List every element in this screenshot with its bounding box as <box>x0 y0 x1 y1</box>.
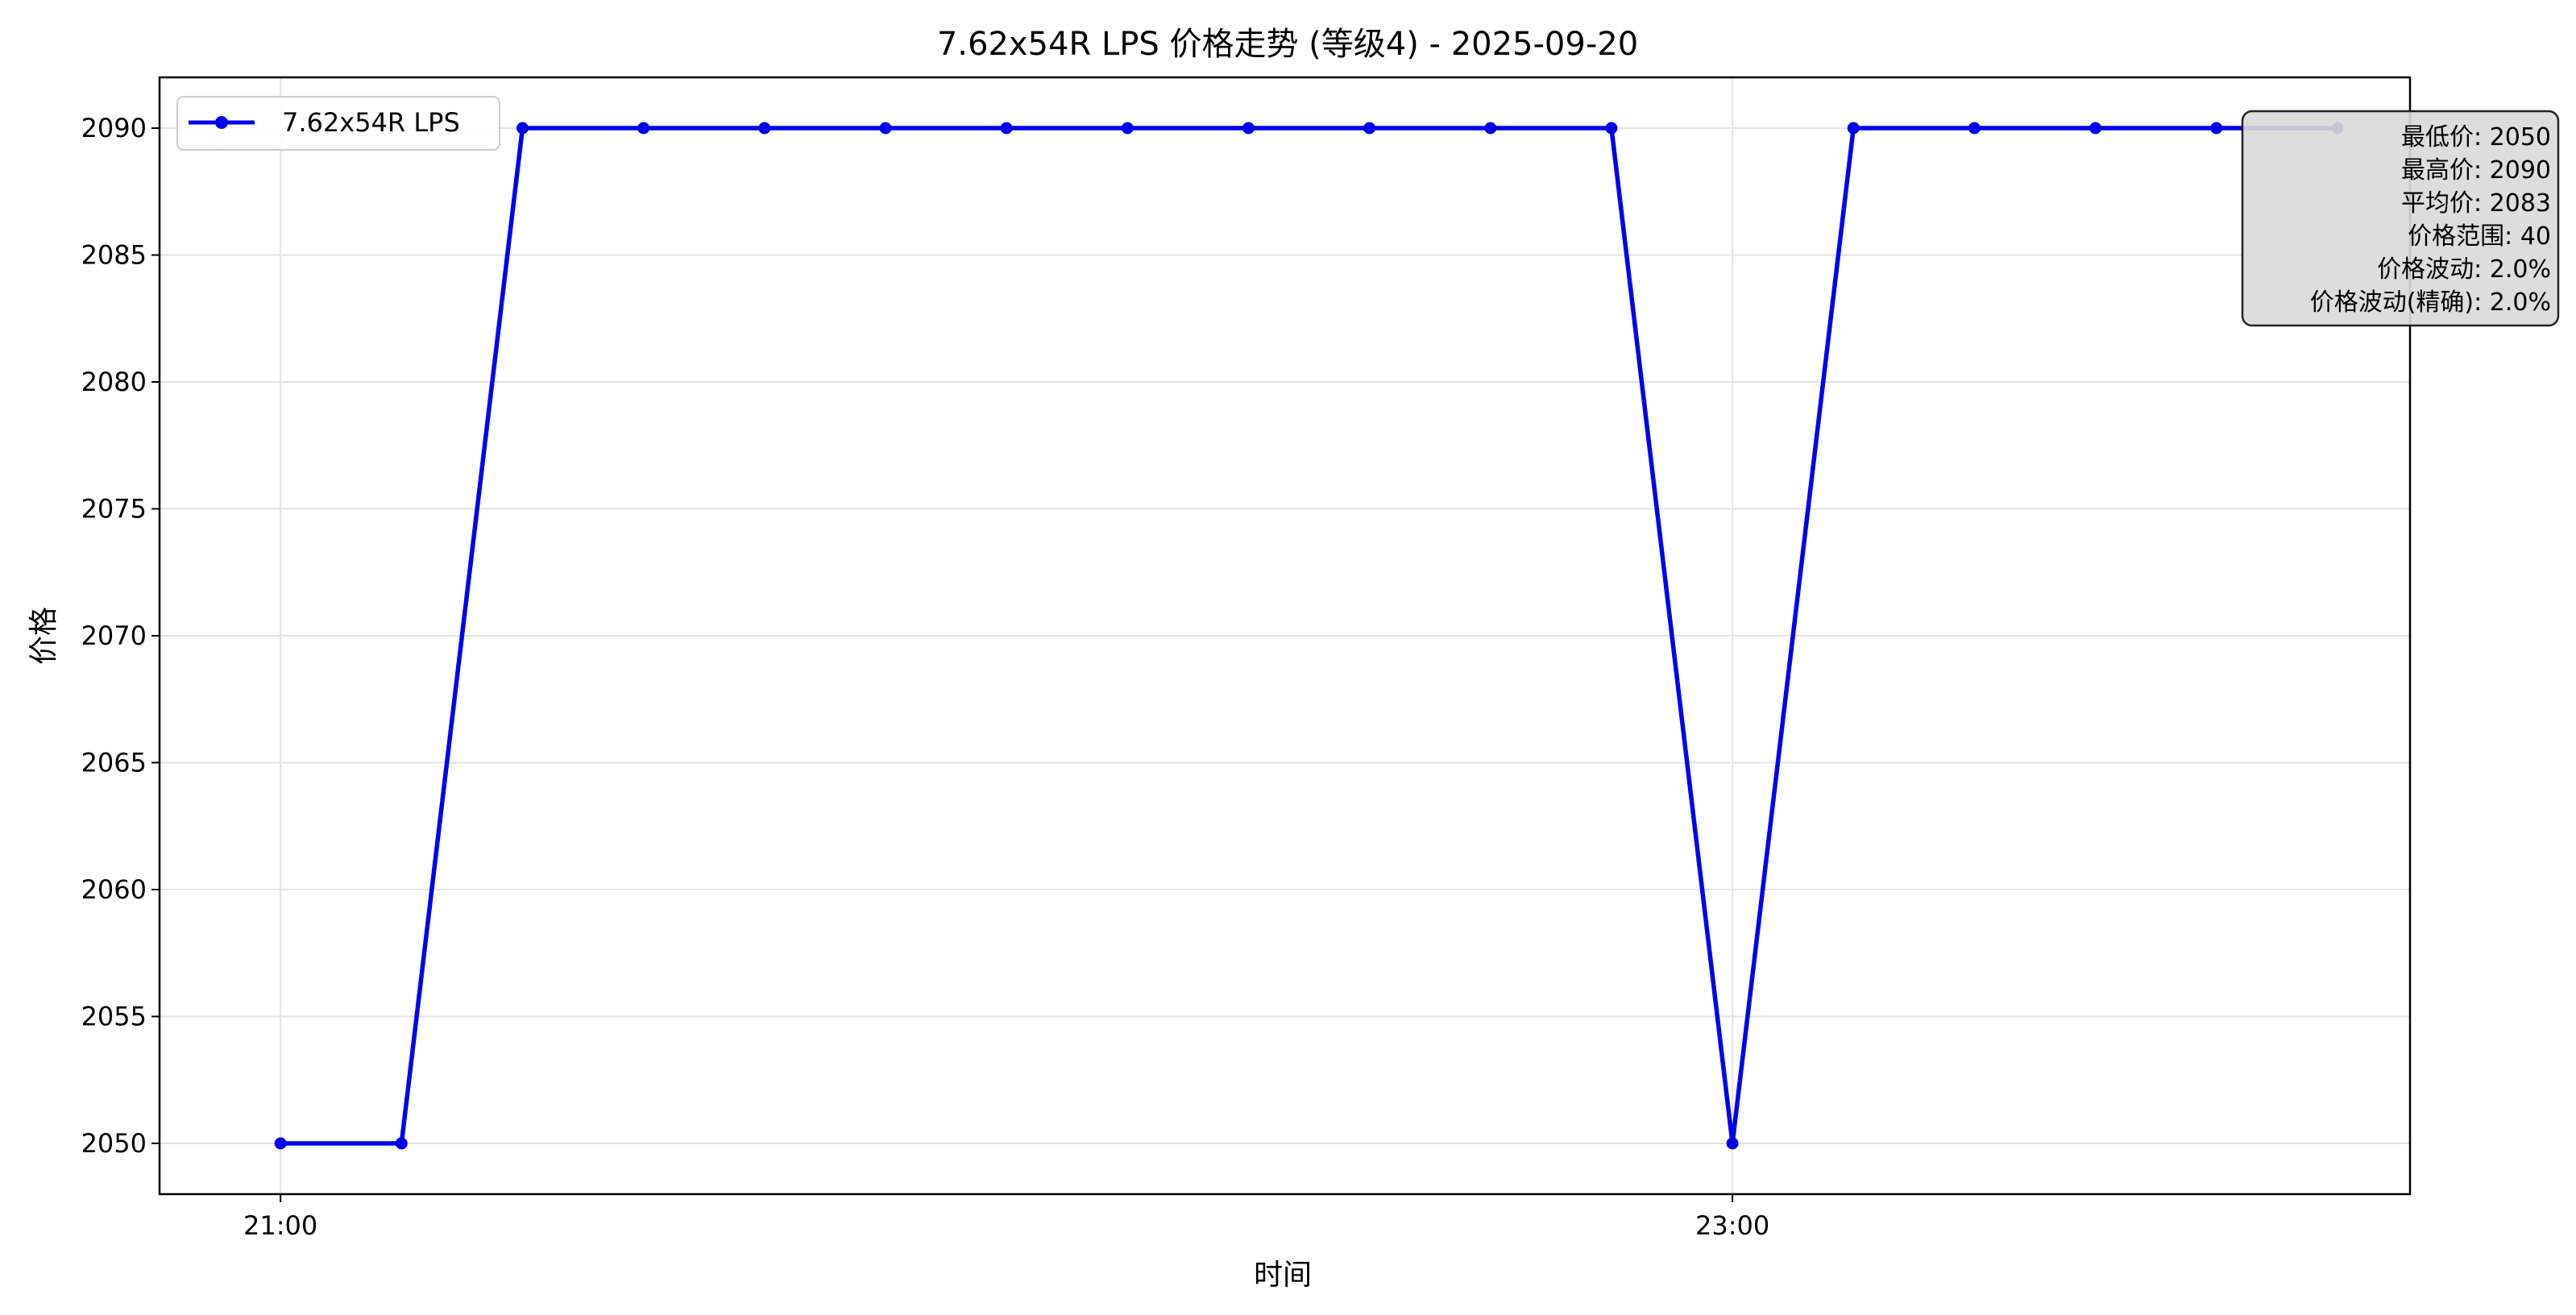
x-axis-ticks: 21:00 23:00 <box>243 1194 1769 1241</box>
data-point-marker <box>637 122 650 135</box>
series-line <box>280 126 2337 1146</box>
stats-box-frame <box>2241 110 2560 327</box>
y-tick-label: 2085 <box>81 240 147 271</box>
data-point-marker <box>395 1137 408 1150</box>
data-point-marker <box>1000 122 1013 135</box>
stats-price-volatility-precise: 价格波动(精确): 2.0% <box>2310 288 2551 317</box>
y-tick-label: 2080 <box>81 367 147 397</box>
y-axis-label: 价格 <box>27 607 60 665</box>
stats-price-volatility: 价格波动: 2.0% <box>2377 255 2551 284</box>
stats-min-price: 最低价: 2050 <box>2401 123 2551 151</box>
y-axis-ticks: 2050 2055 2060 2065 2070 2075 2080 2085 2090 <box>81 113 160 1159</box>
data-point-marker <box>1968 122 1981 135</box>
y-tick-label: 2075 <box>81 494 147 525</box>
data-point-marker <box>1363 122 1376 135</box>
stats-max-price: 最高价: 2090 <box>2401 156 2551 185</box>
series-layer <box>274 122 2344 1150</box>
data-point-marker <box>1242 122 1255 135</box>
data-point-marker <box>1484 122 1497 135</box>
y-tick-label: 2060 <box>81 874 147 905</box>
y-tick-label: 2070 <box>81 620 147 651</box>
data-point-marker <box>1847 122 1860 135</box>
data-point-marker <box>1605 122 1618 135</box>
data-point-marker <box>516 122 529 135</box>
chart-title: 7.62x54R LPS 价格走势 (等级4) - 2025-09-20 <box>937 26 1638 63</box>
x-tick-label: 23:00 <box>1695 1210 1769 1241</box>
legend-frame <box>176 96 500 151</box>
data-point-marker <box>1121 122 1134 135</box>
legend-marker-swatch <box>215 116 228 129</box>
y-tick-label: 2065 <box>81 748 147 778</box>
legend-entry-label: 7.62x54R LPS <box>282 107 460 138</box>
data-point-marker <box>274 1137 287 1150</box>
data-point-marker <box>2089 122 2102 135</box>
legend: 7.62x54R LPS <box>176 96 500 151</box>
data-point-marker <box>1726 1137 1739 1150</box>
stats-price-range: 价格范围: 40 <box>2408 222 2551 251</box>
x-tick-label: 21:00 <box>243 1210 317 1241</box>
stats-box: 最低价: 2050 最高价: 2090 平均价: 2083 价格范围: 40 价… <box>2241 110 2560 327</box>
data-point-marker <box>758 122 771 135</box>
grid-lines <box>160 77 2410 1194</box>
y-tick-label: 2055 <box>81 1002 147 1032</box>
y-tick-label: 2050 <box>81 1128 147 1159</box>
x-axis-label: 时间 <box>1254 1259 1312 1292</box>
y-tick-label: 2090 <box>81 113 147 143</box>
data-point-marker <box>2210 122 2223 135</box>
data-point-marker <box>879 122 892 135</box>
stats-avg-price: 平均价: 2083 <box>2401 189 2551 218</box>
